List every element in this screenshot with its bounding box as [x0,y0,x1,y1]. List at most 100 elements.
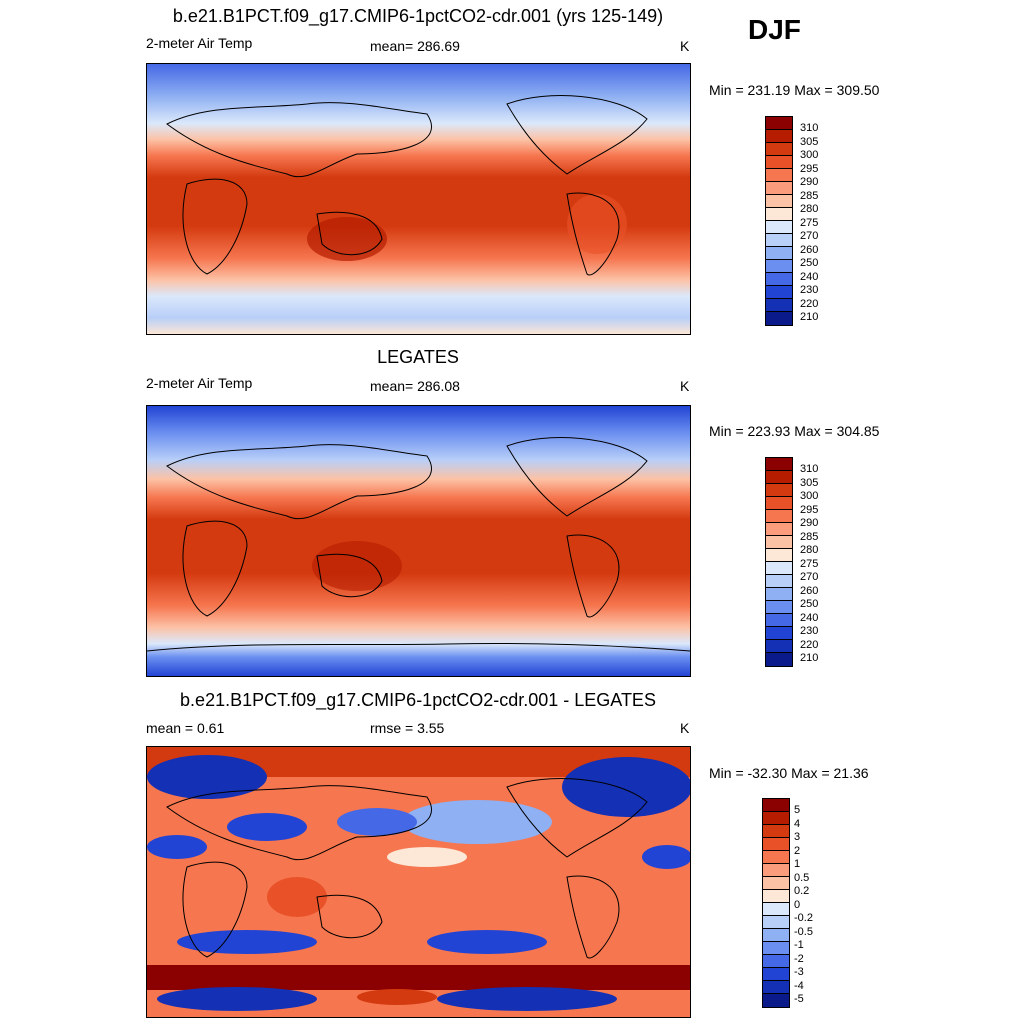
diff-colorbar-swatch [763,968,789,981]
model-colorbar-labels: 310 305 300 295 290 285 280 275 270 260 … [800,122,818,325]
obs-variable-label: 2-meter Air Temp [146,375,253,391]
obs-scale-label: 280 [800,544,819,556]
obs-scale-label: 210 [800,652,819,664]
model-colorbar-swatch [766,182,792,195]
diff-colorbar-swatch [763,942,789,955]
diff-colorbar-swatch [763,838,789,851]
model-colorbar-swatch [766,117,792,130]
diff-scale-label: -4 [794,979,804,992]
model-minmax-label: Min = 231.19 Max = 309.50 [709,82,880,98]
model-colorbar [765,116,793,326]
diff-scale-label: 0 [794,898,801,911]
obs-scale-label: 300 [800,490,819,502]
obs-colorbar-swatch [766,562,792,575]
obs-scale-label: 310 [800,463,819,475]
model-colorbar-swatch [766,221,792,234]
model-colorbar-swatch [766,143,792,156]
diff-colorbar-swatch [763,955,789,968]
model-colorbar-swatch [766,130,792,143]
model-scale-label: 290 [800,176,819,188]
obs-scale-label: 260 [800,584,819,597]
diff-colorbar-swatch [763,812,789,825]
obs-colorbar-swatch [766,484,792,497]
diff-units-label: K [680,720,690,736]
diff-colorbar-swatch [763,929,789,942]
diff-scale-label: 0.2 [794,885,810,897]
obs-scale-label: 305 [800,476,819,489]
model-colorbar-swatch [766,195,792,208]
model-map-plot [147,64,690,334]
diff-colorbar-swatch [763,851,789,864]
diff-scale-label: -0.5 [794,925,813,938]
obs-colorbar-swatch [766,601,792,614]
obs-scale-label: 290 [800,517,819,529]
diff-colorbar-swatch [763,916,789,929]
model-scale-label: 230 [800,284,819,296]
model-scale-label: 260 [800,243,819,256]
obs-scale-label: 240 [800,611,819,624]
obs-colorbar-labels: 310 305 300 295 290 285 280 275 270 260 … [800,463,818,666]
season-label: DJF [748,14,801,45]
obs-scale-label: 275 [800,557,819,570]
diff-panel-title: b.e21.B1PCT.f09_g17.CMIP6-1pctCO2-cdr.00… [180,690,656,710]
model-scale-label: 305 [800,135,819,148]
model-colorbar-swatch [766,273,792,286]
diff-scale-label: 5 [794,804,801,816]
obs-colorbar-swatch [766,536,792,549]
model-scale-label: 210 [800,311,819,323]
diff-scale-label: 3 [794,831,801,843]
obs-colorbar-swatch [766,575,792,588]
model-scale-label: 300 [800,149,819,161]
diff-colorbar-labels: 5 4 3 2 1 0.5 0.2 0 -0.2 -0.5 -1 -2 -3 -… [794,804,813,1007]
model-scale-label: 285 [800,189,819,202]
diff-scale-label: 1 [794,858,801,870]
model-scale-label: 295 [800,162,819,175]
model-colorbar-swatch [766,208,792,221]
diff-map-plot [147,747,690,1017]
model-colorbar-swatch [766,234,792,247]
diff-colorbar-swatch [763,864,789,877]
obs-colorbar-swatch [766,549,792,562]
obs-scale-label: 230 [800,625,819,637]
diff-mean-label: mean = 0.61 [146,720,225,736]
obs-colorbar-swatch [766,510,792,523]
obs-scale-label: 295 [800,503,819,516]
obs-minmax-label: Min = 223.93 Max = 304.85 [709,423,880,439]
model-colorbar-swatch [766,247,792,260]
model-colorbar-swatch [766,156,792,169]
diff-colorbar-swatch [763,903,789,916]
obs-colorbar-swatch [766,523,792,536]
obs-panel-title: LEGATES [377,347,459,367]
model-colorbar-swatch [766,286,792,299]
diff-scale-label: -2 [794,952,804,965]
model-scale-label: 220 [800,297,819,310]
obs-colorbar-swatch [766,627,792,640]
diff-scale-label: -1 [794,939,804,951]
diff-colorbar-swatch [763,877,789,890]
model-mean-label: mean= 286.69 [370,38,460,54]
model-colorbar-swatch [766,312,792,325]
diff-map [146,746,691,1018]
obs-colorbar-swatch [766,458,792,471]
model-map [146,63,691,335]
obs-colorbar-swatch [766,497,792,510]
model-panel-title: b.e21.B1PCT.f09_g17.CMIP6-1pctCO2-cdr.00… [172,6,664,26]
obs-colorbar-swatch [766,588,792,601]
diff-colorbar-swatch [763,890,789,903]
obs-colorbar-swatch [766,640,792,653]
model-scale-label: 250 [800,257,819,269]
diff-scale-label: -0.2 [794,912,813,924]
obs-scale-label: 220 [800,638,819,651]
model-colorbar-swatch [766,299,792,312]
model-scale-label: 270 [800,230,819,242]
obs-colorbar-swatch [766,614,792,627]
diff-rmse-label: rmse = 3.55 [370,720,445,736]
obs-map-plot [147,406,690,676]
diff-scale-label: 2 [794,844,801,857]
diff-scale-label: -5 [794,993,804,1005]
diff-colorbar-swatch [763,825,789,838]
obs-map [146,405,691,677]
model-scale-label: 310 [800,122,819,134]
diff-colorbar-swatch [763,799,789,812]
obs-scale-label: 250 [800,598,819,610]
